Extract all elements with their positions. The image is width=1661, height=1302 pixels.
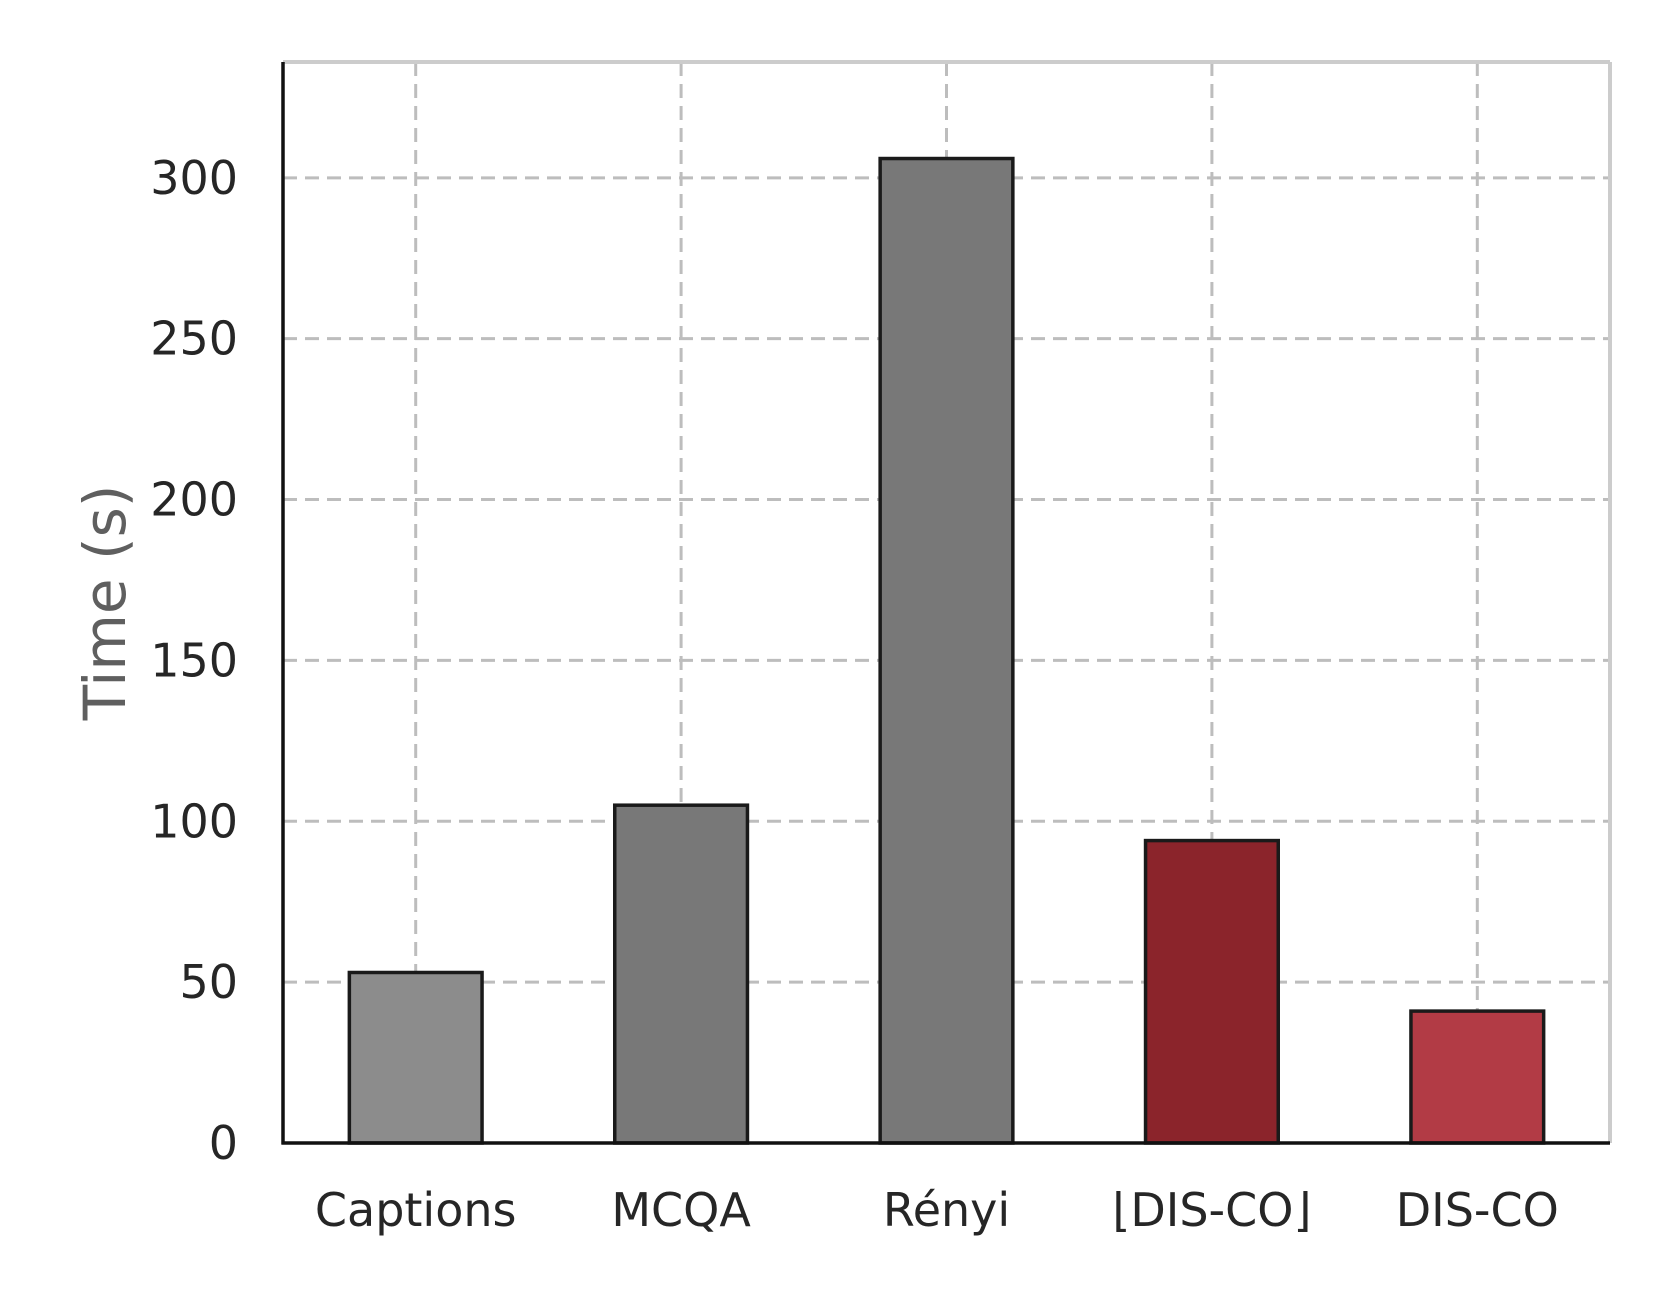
y-tick-label-150: 150: [150, 633, 238, 687]
bar-3: [1143, 838, 1281, 1145]
y-tick-label-300: 300: [150, 151, 238, 205]
axes: [281, 62, 1610, 1145]
x-tick-label-2: Rényi: [883, 1183, 1010, 1237]
y-tick-label-100: 100: [150, 794, 238, 848]
bar-1: [613, 803, 750, 1145]
y-tick-label-0: 0: [209, 1116, 238, 1170]
bar-0: [347, 970, 484, 1145]
y-axis-label: Time (s): [71, 485, 139, 722]
bar-2: [878, 156, 1015, 1145]
x-tick-label-1: MCQA: [611, 1183, 751, 1237]
bar-4: [1409, 1009, 1546, 1145]
plot-frame: [283, 60, 1612, 1143]
x-tick-label-4: DIS-CO: [1396, 1183, 1559, 1237]
x-tick-label-3: ⌊DIS-CO⌋: [1112, 1183, 1311, 1237]
x-tick-label-0: Captions: [315, 1183, 517, 1237]
y-tick-label-250: 250: [150, 312, 238, 366]
y-tick-label-200: 200: [150, 473, 238, 527]
y-tick-labels: 0 50 100 150 200 250 300: [150, 151, 238, 1170]
x-tick-labels: Captions MCQA Rényi ⌊DIS-CO⌋ DIS-CO: [315, 1183, 1559, 1237]
y-tick-label-50: 50: [179, 955, 238, 1009]
